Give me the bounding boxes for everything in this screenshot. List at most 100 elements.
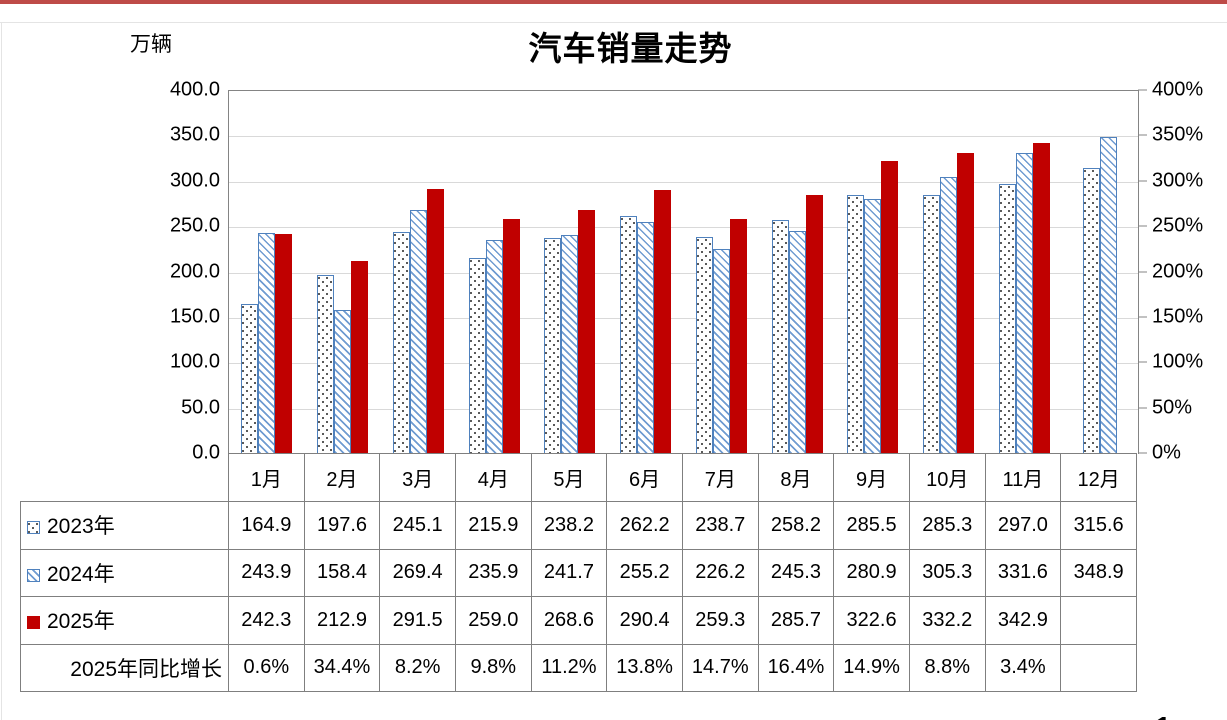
- page-number: 1: [1156, 711, 1170, 720]
- bar-2024年-9月: [864, 199, 882, 454]
- value-cell: 212.9: [303, 596, 381, 645]
- bar-2024年-2月: [334, 310, 352, 454]
- bar-group-4月: [456, 91, 532, 454]
- bar-2024年-7月: [712, 248, 730, 454]
- right-axis-tick: [1138, 225, 1147, 227]
- value-cell: 9.8%: [454, 643, 532, 692]
- bar-2024年-8月: [788, 231, 806, 454]
- value-cell: 241.7: [530, 548, 608, 597]
- bar-2023年-7月: [695, 237, 713, 454]
- bar-2023年-10月: [923, 195, 941, 454]
- gridline: [229, 272, 1138, 274]
- bar-group-11月: [987, 91, 1063, 454]
- bar-2024年-12月: [1100, 137, 1118, 454]
- month-header-cell: 11月: [984, 453, 1062, 502]
- bar-2023年-3月: [392, 231, 410, 454]
- legend-dotted-marker-icon: [27, 521, 40, 535]
- bar-2025年-1月: [275, 234, 293, 454]
- value-cell: 285.5: [833, 501, 910, 550]
- gridline: [229, 317, 1138, 319]
- gridline: [229, 181, 1138, 183]
- month-header-cell: 12月: [1060, 453, 1137, 502]
- right-axis-tick-label: 100%: [1152, 350, 1204, 373]
- value-cell: 238.2: [530, 501, 608, 550]
- legend-hatched-marker-icon: [27, 568, 40, 582]
- value-cell: 242.3: [228, 596, 305, 645]
- month-header-cell: 8月: [757, 453, 835, 502]
- right-axis-tick: [1138, 316, 1147, 318]
- table-corner-cell: [21, 454, 229, 502]
- month-header-cell: 9月: [833, 453, 910, 502]
- row-label: 2023年: [47, 515, 115, 539]
- right-axis-tick: [1138, 89, 1147, 91]
- value-cell: 226.2: [681, 548, 759, 597]
- value-cell: 235.9: [454, 548, 532, 597]
- gridline: [229, 363, 1138, 365]
- frame-line-vertical: [1, 22, 2, 720]
- left-axis-tick-label: 350.0: [169, 123, 220, 146]
- frame-line-horizontal: [0, 22, 1227, 23]
- value-cell: 8.2%: [379, 643, 456, 692]
- row-label-cell: 2023年: [20, 501, 229, 550]
- value-cell: 3.4%: [984, 643, 1062, 692]
- month-header-cell: 3月: [379, 453, 456, 502]
- value-cell: 164.9: [228, 501, 305, 550]
- month-header-cell: 10月: [908, 453, 986, 502]
- top-accent-rule: [0, 0, 1227, 4]
- bar-2023年-2月: [317, 274, 335, 454]
- value-cell: 238.7: [681, 501, 759, 550]
- bar-group-9月: [835, 91, 911, 454]
- value-cell: 259.3: [681, 596, 759, 645]
- bar-2023年-4月: [468, 258, 486, 454]
- value-cell: [1060, 643, 1137, 692]
- value-cell: 297.0: [984, 501, 1062, 550]
- value-cell: 197.6: [303, 501, 381, 550]
- row-label: 2025年: [47, 610, 115, 634]
- left-axis-tick-label: 400.0: [169, 78, 220, 101]
- bar-group-8月: [759, 91, 835, 454]
- value-cell: 245.1: [379, 501, 456, 550]
- right-axis-tick: [1138, 361, 1147, 363]
- bar-2025年-6月: [654, 190, 672, 454]
- bar-2023年-9月: [847, 194, 865, 454]
- right-axis-tick-label: 350%: [1152, 123, 1204, 146]
- row-label-cell: 2024年: [20, 548, 229, 597]
- table-row: 2023年 164.9 197.6 245.1 215.9 238.2 262.2 238.7…: [20, 501, 1137, 550]
- left-axis-tick-label: 200.0: [169, 260, 220, 282]
- value-cell: 34.4%: [303, 643, 381, 692]
- right-axis-tick: [1138, 180, 1147, 182]
- bar-group-5月: [532, 91, 608, 454]
- row-label-cell: 2025年: [20, 596, 229, 645]
- value-cell: 280.9: [833, 548, 910, 597]
- bar-group-7月: [684, 91, 760, 454]
- row-label-cell: 2025年同比增长: [20, 643, 229, 692]
- left-axis-tick-label: 150.0: [169, 305, 220, 328]
- right-axis-tick-marks: [1138, 89, 1147, 454]
- bar-2025年-4月: [502, 218, 520, 454]
- chart-plot-area: [228, 90, 1139, 454]
- right-axis-tick: [1138, 134, 1147, 136]
- value-cell: 0.6%: [228, 643, 305, 692]
- value-cell: 215.9: [454, 501, 532, 550]
- bar-group-3月: [380, 91, 456, 454]
- right-axis-tick-label: 400%: [1152, 78, 1204, 101]
- table-row: 2024年 243.9 158.4 269.4 235.9 241.7 255.2 226.2…: [20, 548, 1137, 597]
- value-cell: 291.5: [379, 596, 456, 645]
- bar-2025年-2月: [351, 260, 369, 454]
- value-cell: 258.2: [757, 501, 835, 550]
- bar-2024年-1月: [258, 232, 276, 454]
- table-row: 2025年 242.3 212.9 291.5 259.0 268.6 290.4 259.3…: [20, 596, 1137, 645]
- value-cell: 268.6: [530, 596, 608, 645]
- right-axis-tick-label: 150%: [1152, 305, 1204, 328]
- bar-group-2月: [305, 91, 381, 454]
- bar-group-1月: [229, 91, 305, 454]
- months-header-row: 1月 2月 3月 4月 5月 6月 7月 8月 9月 10月 11月 12月: [21, 453, 1137, 502]
- bar-group-12月: [1062, 91, 1138, 454]
- right-axis-tick-label: 0%: [1152, 441, 1181, 464]
- value-cell: 16.4%: [757, 643, 835, 692]
- bar-2025年-7月: [729, 218, 747, 454]
- bar-2023年-11月: [998, 184, 1016, 454]
- bar-2023年-6月: [620, 216, 638, 454]
- bar-2025年-3月: [426, 189, 444, 454]
- value-cell: 11.2%: [530, 643, 608, 692]
